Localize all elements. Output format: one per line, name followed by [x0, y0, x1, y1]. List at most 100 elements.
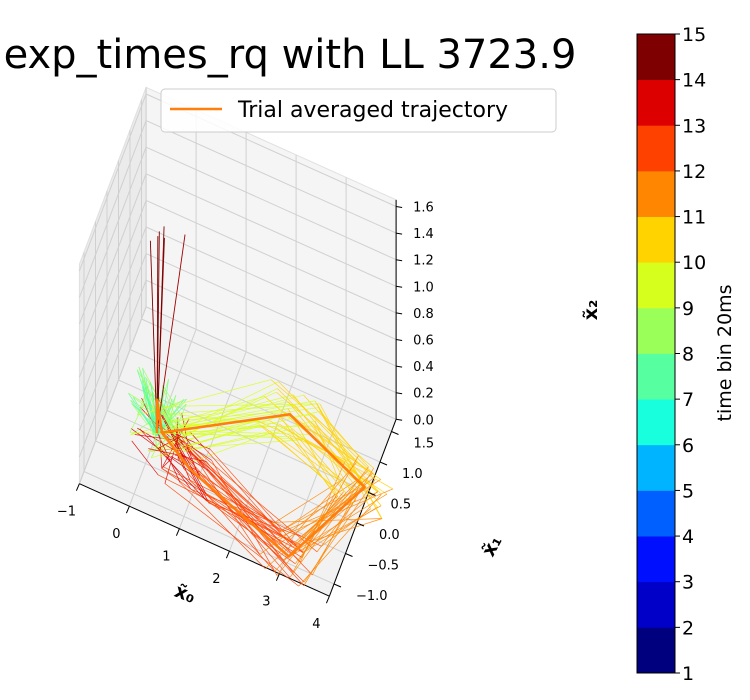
trial-segment	[157, 405, 296, 415]
trial-segment	[173, 394, 294, 427]
trial-segment	[314, 400, 383, 519]
y-tick-mark	[379, 461, 388, 466]
colorbar-segment	[637, 170, 675, 217]
legend-label: Trial averaged trajectory	[237, 98, 508, 123]
colorbar-tick-label: 14	[682, 70, 706, 92]
colorbar-tick-label: 8	[682, 344, 694, 366]
averaged-trajectory	[155, 398, 366, 558]
x-axis-label: x̃₀	[171, 580, 198, 608]
z-ticks: 0.0 0.2 0.4 0.6 0.8 1.0 1.2 1.4 1.6	[396, 201, 434, 428]
trial-segment	[161, 457, 173, 469]
grid-line	[106, 410, 358, 524]
x-ticks: −1 0 1 2 3 4	[57, 483, 330, 632]
z-tick-label: 0.8	[413, 307, 434, 322]
legend: Trial averaged trajectory	[160, 88, 557, 133]
colorbar-tick-label: 15	[682, 24, 706, 46]
grid-line	[141, 318, 392, 432]
x-tick-label: 4	[312, 617, 320, 632]
colorbar-segment	[637, 581, 675, 628]
trial-trajectories	[128, 226, 393, 587]
colorbar-segment	[637, 627, 675, 674]
chart-title: exp_times_rq with LL 3723.9	[4, 32, 577, 78]
y-tick-label: 0.0	[379, 528, 400, 543]
x-tick-label: −1	[57, 505, 76, 520]
trial-segment	[129, 402, 145, 433]
colorbar-tick-label: 7	[682, 389, 694, 411]
y-ticks: −1.0 −0.5 0.0 0.5 1.0 1.5	[333, 431, 435, 604]
x-tick-label: 1	[162, 550, 170, 565]
colorbar-segment	[637, 125, 675, 172]
colorbar-segment	[637, 399, 675, 446]
trial-segment	[160, 403, 187, 431]
grid-line	[78, 200, 147, 378]
trial-segment	[277, 388, 382, 495]
trial-segment	[130, 396, 265, 436]
trial-segment	[138, 366, 158, 428]
colorbar-segment	[637, 79, 675, 126]
trial-segment	[145, 377, 158, 437]
trial-segment	[209, 448, 303, 553]
trial-segment	[292, 469, 369, 548]
trial-segment	[319, 411, 359, 456]
grid-line	[83, 471, 335, 585]
trial-segment	[184, 408, 288, 429]
legend-box	[160, 88, 557, 133]
trial-segment	[173, 400, 316, 427]
trial-segment	[204, 498, 302, 546]
colorbar-segment	[637, 536, 675, 583]
trial-segment	[301, 493, 336, 553]
grid-line	[78, 173, 147, 351]
trial-segment	[162, 394, 304, 432]
grid-line	[145, 173, 397, 287]
trial-segment	[128, 392, 156, 434]
y-tick-label: −0.5	[368, 559, 400, 574]
colorbar-segment	[637, 353, 675, 400]
z-tick-label: 0.0	[413, 413, 434, 428]
grid-line	[145, 253, 397, 367]
grid-line	[145, 199, 397, 314]
trial-segment	[161, 467, 296, 564]
trial-segment	[137, 427, 210, 472]
colorbar-tick-label: 6	[682, 435, 694, 457]
grid-line	[78, 306, 147, 484]
trial-segment	[184, 420, 316, 452]
colorbar-tick-label: 9	[682, 298, 694, 320]
trial-spike	[156, 234, 186, 434]
trial-segment	[156, 406, 210, 504]
x-tick-label: 3	[262, 595, 270, 610]
trial-segment	[186, 444, 200, 479]
y-tick-label: 0.5	[391, 498, 412, 513]
trial-segment	[136, 369, 186, 452]
y-tick-label: −1.0	[356, 589, 388, 604]
trial-segment	[160, 379, 169, 433]
grid-line	[145, 226, 397, 340]
y-tick-mark	[345, 553, 353, 557]
colorbar-tick-label: 5	[682, 480, 694, 502]
trial-segment	[178, 459, 273, 523]
trial-segment	[289, 436, 336, 494]
z-tick-label: 0.2	[413, 387, 434, 402]
trial-segment	[287, 408, 339, 497]
colorbar-segment	[637, 490, 675, 537]
trial-segment	[130, 428, 203, 481]
grid-line	[78, 93, 147, 272]
grid-line	[78, 120, 147, 298]
z-tick-mark	[396, 259, 403, 262]
trial-segment	[259, 424, 340, 492]
z-tick-label: 1.2	[413, 254, 434, 269]
colorbar-segment	[637, 262, 675, 309]
z-axis-label: x̃₂	[580, 300, 602, 321]
z-tick-mark	[396, 206, 403, 208]
trial-segment	[274, 426, 358, 492]
trial-segment	[204, 447, 294, 548]
y-tick-label: 1.5	[414, 437, 435, 452]
trial-segment	[276, 391, 358, 462]
trial-segment	[302, 491, 379, 554]
colorbar-tick-label: 13	[682, 115, 706, 137]
colorbar-label: time bin 20ms	[714, 285, 736, 422]
y-tick-mark	[356, 522, 365, 527]
colorbar-tick-label: 12	[682, 161, 706, 183]
grid-line	[145, 306, 397, 420]
colorbar	[636, 33, 676, 674]
